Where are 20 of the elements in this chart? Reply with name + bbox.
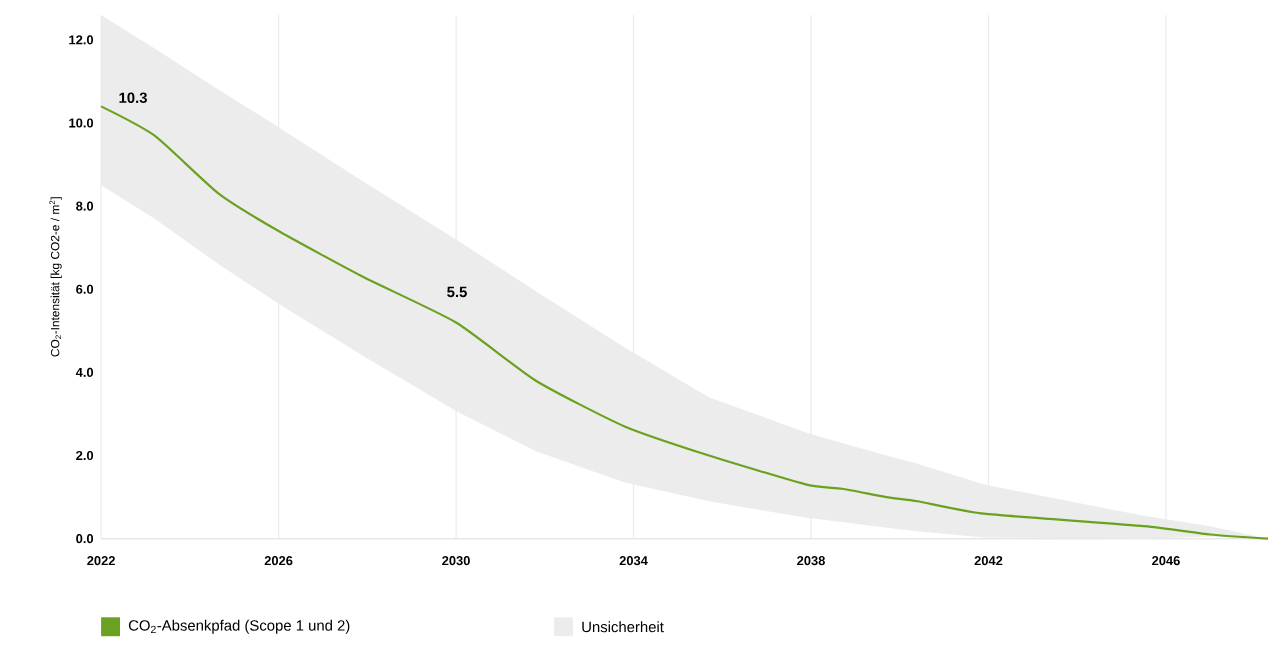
annotation: 10.3 (119, 92, 147, 103)
x-tick-label: 2046 (1152, 556, 1180, 566)
y-tick-label: 4.0 (75, 367, 94, 377)
y-tick-label: 6.0 (76, 284, 94, 294)
y-tick-label: 2.0 (76, 450, 94, 460)
x-tick-label: 2026 (264, 556, 293, 566)
y-tick-label: 12.0 (69, 35, 94, 45)
text: Unsicherheit (582, 621, 664, 633)
x-tick-label: 2030 (442, 556, 470, 566)
y-axis-title: CO$_{2}$-Intensität [kg CO2-e / m$^{2}$] (49, 197, 62, 357)
annotation: 5.5 (447, 286, 467, 298)
x-tick-label: 2034 (619, 556, 648, 566)
y-tick-label: 8.0 (76, 201, 94, 211)
x-tick-label: 2022 (87, 556, 115, 566)
legend-label: CO$_{2}$-Absenkpfad (Scope 1 und 2) (128, 619, 350, 634)
line-series (100, 105, 1268, 540)
x-tick-label: 2038 (797, 556, 825, 566)
y-tick-label: 10.0 (69, 118, 94, 128)
y-tick-label: 0.0 (76, 534, 94, 544)
x-tick-label: 2042 (974, 556, 1003, 566)
